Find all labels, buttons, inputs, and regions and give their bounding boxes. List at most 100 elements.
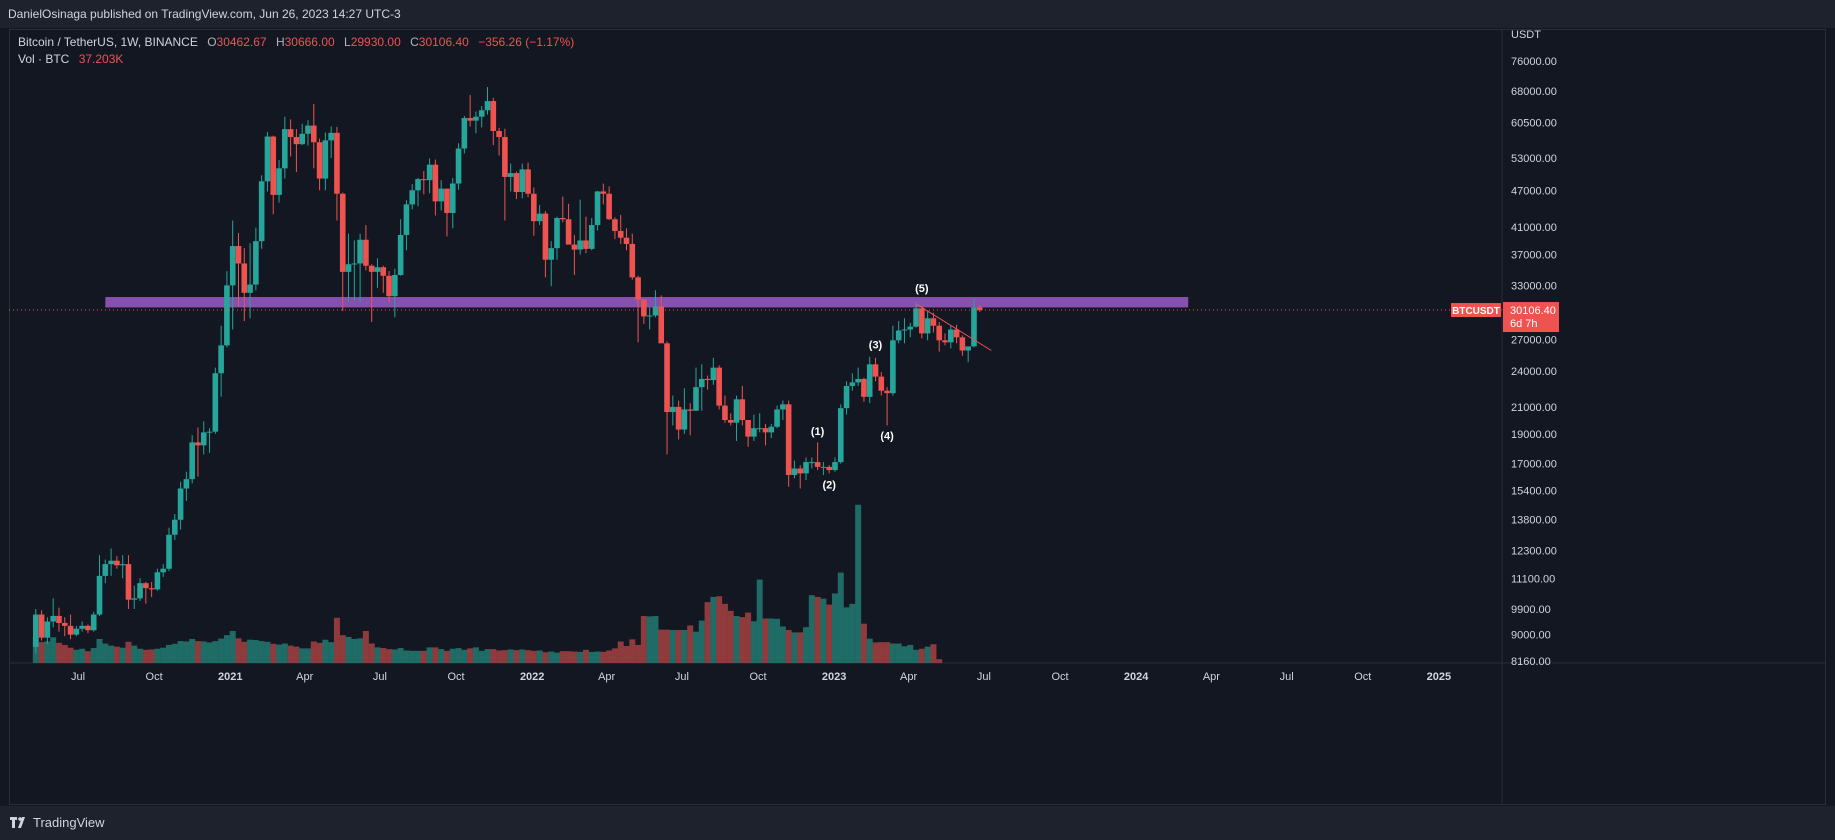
candle: [600, 183, 607, 205]
candle: [218, 325, 224, 397]
volume-bar: [490, 649, 497, 663]
candle-body: [664, 343, 670, 413]
candle-body: [276, 168, 282, 195]
candle-body: [67, 625, 74, 635]
candle-body: [108, 560, 114, 565]
candle: [843, 381, 850, 415]
candle: [131, 585, 138, 610]
candle: [467, 94, 473, 127]
close-value: 30106.40: [418, 35, 469, 49]
bar-countdown: 6d 7h: [1510, 318, 1538, 330]
volume-bar: [281, 643, 288, 663]
candle-body: [171, 519, 178, 535]
candle: [698, 364, 705, 411]
volume-bar: [756, 579, 763, 663]
volume-bar: [548, 651, 555, 663]
tradingview-logo[interactable]: TradingView: [10, 806, 105, 840]
candle-body: [507, 173, 514, 177]
candle: [635, 275, 641, 343]
candle-body: [73, 628, 80, 635]
candle-body: [426, 164, 433, 181]
candle-body: [548, 248, 555, 260]
candle-body: [797, 468, 804, 474]
time-axis-tick: Oct: [146, 671, 163, 683]
symbol-label[interactable]: Bitcoin / TetherUS, 1W, BINANCE: [18, 35, 198, 49]
candle: [930, 312, 937, 333]
candle: [768, 424, 775, 439]
candle: [780, 400, 786, 420]
candle-body: [710, 367, 717, 381]
candle: [386, 271, 392, 303]
candle-body: [282, 129, 288, 169]
candle-body: [195, 442, 201, 446]
candle: [490, 97, 497, 146]
candle: [119, 555, 126, 579]
candle: [253, 227, 259, 291]
candle: [380, 265, 387, 293]
candle-body: [745, 419, 751, 437]
candle: [670, 395, 676, 426]
candle-body: [189, 442, 195, 480]
time-axis-tick: Oct: [448, 671, 465, 683]
candle: [617, 214, 624, 244]
candle: [166, 527, 172, 572]
volume-value: 37.203K: [78, 52, 124, 66]
candle: [322, 132, 329, 191]
wave-label: (3): [869, 339, 883, 351]
candle: [629, 233, 636, 280]
volume-bar: [328, 642, 335, 663]
candle: [577, 199, 583, 255]
candle-body: [473, 116, 479, 121]
volume-bar: [675, 629, 682, 663]
candle: [44, 617, 51, 644]
volume-bar: [733, 616, 740, 663]
candle-body: [461, 118, 468, 149]
candle: [90, 611, 97, 632]
candle: [310, 103, 317, 169]
volume-bar: [750, 621, 757, 663]
symbol-tag-text: BTCUSDT: [1452, 306, 1500, 317]
candle-body: [623, 237, 630, 244]
candle-body: [258, 181, 265, 242]
volume-bar: [55, 642, 62, 663]
candle: [739, 385, 746, 426]
volume-bar: [554, 652, 561, 663]
volume-bar: [600, 651, 607, 663]
price-axis-tick: 27000.00: [1511, 334, 1557, 346]
volume-bar: [924, 646, 931, 663]
volume-bar: [455, 648, 462, 663]
candle-body: [253, 241, 259, 285]
candle-body: [44, 621, 51, 638]
candle: [496, 127, 502, 156]
volume-bar: [716, 596, 723, 663]
candle-body: [907, 326, 914, 330]
candle: [444, 188, 450, 237]
candle-body: [832, 462, 838, 471]
candle: [264, 131, 271, 192]
volume-bar: [125, 641, 132, 663]
time-axis-tick: Oct: [1051, 671, 1068, 683]
candle-body: [965, 346, 971, 351]
volume-bar: [745, 612, 752, 663]
candle: [397, 219, 404, 276]
volume-label[interactable]: Vol · BTC: [18, 52, 70, 66]
volume-bar: [374, 647, 381, 663]
candle-body: [50, 615, 56, 622]
candle-body: [756, 428, 763, 430]
candle-body: [733, 399, 740, 423]
low-value: 29930.00: [350, 35, 401, 49]
candle: [866, 356, 873, 404]
current-price-value: 30106.40: [1510, 305, 1556, 317]
volume-bar: [860, 623, 867, 663]
candle-body: [200, 432, 207, 446]
volume-bar: [252, 640, 259, 663]
publisher-text: DanielOsinaga published on TradingView.c…: [8, 7, 401, 21]
volume-bar: [594, 651, 601, 663]
candle: [924, 310, 931, 341]
candle: [305, 120, 311, 146]
candle: [183, 471, 190, 501]
price-axis-tick: 12300.00: [1511, 546, 1557, 558]
volume-bar: [837, 572, 844, 663]
candle-body: [635, 277, 641, 300]
